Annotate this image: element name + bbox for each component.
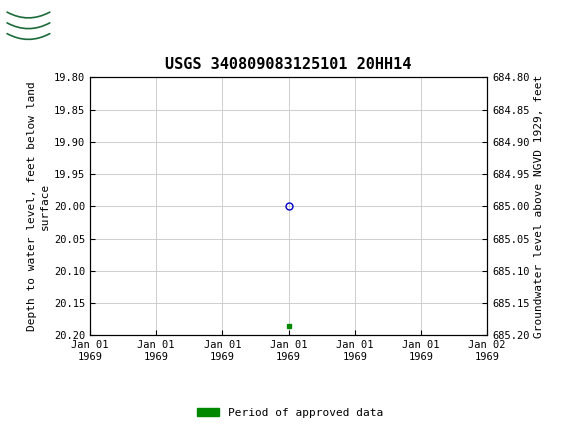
Title: USGS 340809083125101 20HH14: USGS 340809083125101 20HH14 (165, 57, 412, 72)
FancyBboxPatch shape (3, 3, 58, 40)
Y-axis label: Depth to water level, feet below land
surface: Depth to water level, feet below land su… (27, 82, 50, 331)
Legend: Period of approved data: Period of approved data (193, 403, 387, 422)
Text: USGS: USGS (61, 12, 116, 31)
Y-axis label: Groundwater level above NGVD 1929, feet: Groundwater level above NGVD 1929, feet (534, 75, 543, 338)
